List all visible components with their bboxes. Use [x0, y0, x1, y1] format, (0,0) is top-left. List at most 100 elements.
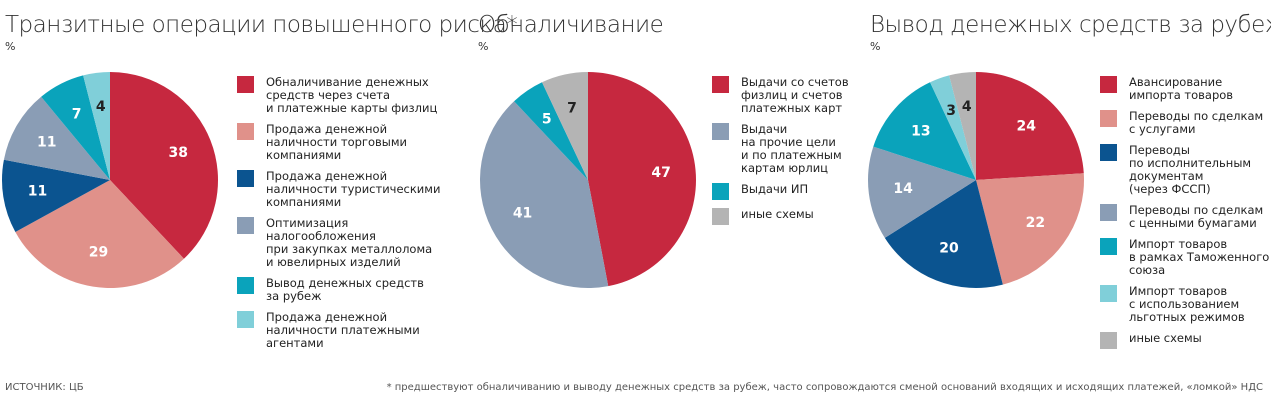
value-label: 47	[651, 165, 670, 181]
pie-chart: 38 29 11 11 7 4	[2, 72, 218, 289]
pie-slice	[542, 72, 588, 180]
pie-slice	[873, 82, 976, 180]
unit-label: %	[870, 40, 881, 53]
legend-swatch	[1100, 144, 1117, 161]
pie-slice	[3, 96, 110, 180]
legend-swatch	[1100, 76, 1117, 93]
value-label: 3	[946, 103, 956, 119]
legend-label: Переводы по сделкам с ценными бумагами	[1129, 203, 1264, 230]
legend-swatch	[1100, 285, 1117, 302]
legend-label: иные схемы	[1129, 331, 1202, 345]
legend-swatch	[237, 76, 254, 93]
pie-slice	[514, 82, 588, 180]
legend-label: Продажа денежной наличности платежными а…	[266, 310, 420, 350]
legend-swatch	[1100, 332, 1117, 349]
legend-label: Вывод денежных средств за рубеж	[266, 276, 424, 303]
legend-item: Переводы по сделкам с ценными бумагами	[1100, 204, 1269, 230]
pie-slice	[110, 72, 218, 259]
legend: Обналичивание денежных средств через сче…	[237, 76, 440, 350]
legend-item: Продажа денежной наличности торговыми ко…	[237, 123, 440, 162]
legend-item: Обналичивание денежных средств через сче…	[237, 76, 440, 115]
value-label: 7	[72, 107, 82, 123]
pie-slice	[41, 75, 110, 180]
value-label: 7	[567, 100, 577, 116]
legend: Выдачи со счетов физлиц и счетов платежн…	[712, 76, 849, 225]
legend-label: Обналичивание денежных средств через сче…	[266, 75, 438, 115]
legend-item: Выдачи ИП	[712, 183, 849, 200]
value-label: 13	[911, 123, 930, 139]
legend-item: иные схемы	[712, 208, 849, 225]
value-label: 4	[962, 99, 972, 115]
pie-slice	[588, 72, 696, 287]
legend-label: иные схемы	[741, 207, 814, 221]
pie-slice	[976, 173, 1084, 285]
legend-item: Переводы по сделкам с услугами	[1100, 110, 1269, 136]
pie-slice	[868, 146, 976, 238]
legend-swatch	[712, 76, 729, 93]
legend-item: Выдачи со счетов физлиц и счетов платежн…	[712, 76, 849, 115]
legend-swatch	[237, 277, 254, 294]
legend-label: Выдачи со счетов физлиц и счетов платежн…	[741, 75, 849, 115]
legend-swatch	[1100, 204, 1117, 221]
unit-label: %	[5, 40, 16, 53]
value-label: 4	[96, 99, 106, 115]
pie-slice	[976, 72, 1084, 180]
pie-slice	[930, 75, 976, 180]
value-label: 11	[37, 135, 56, 151]
chart-title: Вывод денежных средств за рубеж	[870, 12, 1271, 38]
legend-item: иные схемы	[1100, 332, 1269, 349]
legend-swatch	[237, 123, 254, 140]
value-label: 20	[939, 240, 959, 256]
pie-chart: 24 22 20 14 13 3 4	[868, 72, 1084, 288]
legend: Авансирование импорта товаров Переводы по…	[1100, 76, 1269, 349]
pie-chart: 47 41 57	[479, 72, 696, 288]
legend-label: Переводы по исполнительным документам (ч…	[1129, 143, 1252, 196]
legend-label: Продажа денежной наличности торговыми ко…	[266, 122, 408, 162]
legend-swatch	[237, 217, 254, 234]
legend-label: Импорт товаров с использованием льготных…	[1129, 284, 1245, 324]
legend-label: Переводы по сделкам с услугами	[1129, 109, 1264, 136]
footnote: * предшествуют обналичиванию и выводу де…	[386, 382, 1263, 393]
value-label: 22	[1026, 215, 1045, 231]
legend-item: Импорт товаров с использованием льготных…	[1100, 285, 1269, 324]
value-label: 11	[28, 183, 47, 199]
legend-label: Импорт товаров в рамках Таможенного союз…	[1129, 237, 1270, 277]
legend-label: Выдачи на прочие цели и по платежным кар…	[741, 122, 842, 175]
source: ИСТОЧНИК: ЦБ	[5, 382, 84, 393]
pie-slice	[479, 101, 609, 288]
legend-item: Вывод денежных средств за рубеж	[237, 277, 440, 303]
pie-slice	[83, 72, 110, 180]
value-label: 24	[1017, 118, 1037, 134]
pie-slice	[15, 180, 184, 289]
legend-swatch	[712, 183, 729, 200]
value-label: 38	[169, 145, 188, 161]
legend-item: Выдачи на прочие цели и по платежным кар…	[712, 123, 849, 175]
value-label: 5	[542, 111, 552, 127]
legend-item: Импорт товаров в рамках Таможенного союз…	[1100, 238, 1269, 277]
unit-label: %	[478, 40, 489, 53]
legend-swatch	[237, 311, 254, 328]
value-label: 14	[893, 181, 913, 197]
legend-swatch	[712, 208, 729, 225]
chart-title: Обналичивание	[478, 12, 664, 38]
legend-swatch	[237, 170, 254, 187]
legend-item: Оптимизация налогообложения при закупках…	[237, 217, 440, 269]
pie-slice	[949, 72, 976, 180]
value-label: 41	[513, 205, 532, 221]
chart-title: Транзитные операции повышенного риска*	[5, 12, 518, 38]
legend-item: Переводы по исполнительным документам (ч…	[1100, 144, 1269, 196]
pie-slice	[884, 180, 1003, 288]
legend-label: Выдачи ИП	[741, 182, 809, 196]
legend-label: Оптимизация налогообложения при закупках…	[266, 216, 433, 269]
legend-item: Авансирование импорта товаров	[1100, 76, 1269, 102]
legend-swatch	[1100, 238, 1117, 255]
legend-swatch	[712, 123, 729, 140]
legend-swatch	[1100, 110, 1117, 127]
legend-item: Продажа денежной наличности платежными а…	[237, 311, 440, 350]
legend-label: Авансирование импорта товаров	[1129, 75, 1234, 102]
pie-slice	[2, 159, 111, 233]
legend-label: Продажа денежной наличности туристически…	[266, 169, 441, 209]
legend-item: Продажа денежной наличности туристически…	[237, 170, 440, 209]
value-label: 29	[89, 245, 108, 261]
